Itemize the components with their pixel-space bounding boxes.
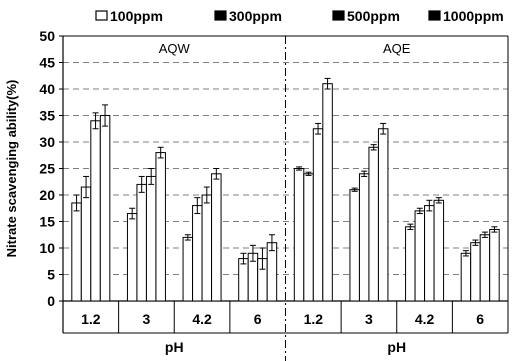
bar — [266, 242, 278, 302]
x-tick-label: 4.2 — [415, 311, 435, 327]
bar — [155, 152, 166, 302]
bar — [192, 205, 203, 302]
panel-title: AQE — [383, 41, 411, 56]
y-tick-label: 30 — [39, 134, 55, 150]
y-tick-label: 5 — [47, 267, 55, 283]
bar — [80, 186, 92, 302]
bar — [201, 194, 213, 302]
y-tick-label: 20 — [39, 187, 55, 203]
bar — [377, 128, 389, 302]
bar — [71, 202, 82, 302]
x-tick-label: 1.2 — [304, 311, 324, 327]
bar — [312, 128, 324, 302]
y-tick-label: 35 — [39, 108, 55, 124]
bar — [293, 168, 305, 302]
x-tick-label: 3 — [143, 311, 151, 327]
panel-title: AQW — [159, 41, 191, 56]
bar — [211, 173, 222, 302]
x-tick-label: 3 — [365, 311, 373, 327]
bar — [136, 183, 147, 302]
y-tick-label: 15 — [39, 214, 55, 230]
bar — [470, 242, 481, 302]
y-tick-label: 45 — [39, 55, 55, 71]
bar — [358, 173, 370, 302]
bar — [479, 234, 491, 302]
bar — [303, 173, 314, 302]
bar — [460, 252, 472, 302]
bar — [349, 189, 360, 302]
legend-swatch — [428, 10, 441, 21]
y-tick-label: 50 — [39, 28, 55, 44]
bar — [368, 146, 379, 302]
bar — [126, 213, 138, 302]
x-axis-label: pH — [387, 339, 406, 355]
bar — [182, 236, 194, 302]
bar — [99, 115, 111, 302]
bar — [414, 210, 426, 302]
x-tick-label: 6 — [254, 311, 262, 327]
y-tick-label: 25 — [39, 161, 55, 177]
x-axis-label: pH — [165, 339, 184, 355]
y-tick-label: 10 — [39, 240, 55, 256]
bar — [90, 120, 101, 302]
bar — [433, 199, 445, 302]
bar — [405, 226, 416, 302]
x-tick-label: 4.2 — [192, 311, 212, 327]
legend-label: 500ppm — [347, 8, 400, 24]
x-tick-label: 1.2 — [81, 311, 101, 327]
bar — [238, 258, 249, 302]
bar — [145, 175, 157, 302]
bar — [489, 228, 500, 302]
y-axis-label: Nitrate scavenging ability(%) — [4, 80, 19, 258]
y-tick-label: 0 — [47, 293, 55, 309]
bar — [424, 205, 435, 302]
y-tick-label: 40 — [39, 81, 55, 97]
legend-swatch — [95, 10, 108, 21]
bar — [322, 83, 333, 302]
legend-swatch — [332, 10, 345, 21]
legend-swatch — [214, 10, 227, 21]
x-tick-label: 6 — [476, 311, 484, 327]
legend-label: 1000ppm — [443, 8, 504, 24]
legend-label: 100ppm — [110, 8, 163, 24]
legend-label: 300ppm — [229, 8, 282, 24]
